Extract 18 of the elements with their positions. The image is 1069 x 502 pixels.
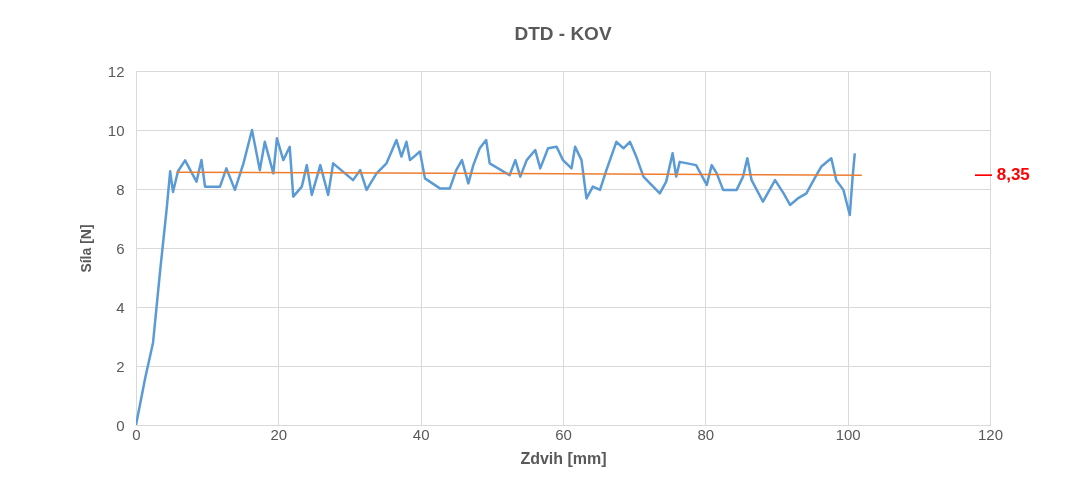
y-axis-title: Síla [N] [77,224,94,273]
y-tick-label: 6 [116,239,125,257]
annotation: — 8,35 [975,165,1030,184]
x-tick-label: 100 [835,425,861,443]
y-tick-label: 10 [107,121,125,139]
y-tick-label: 12 [107,62,125,80]
y-tick-label: 4 [116,298,125,316]
chart-title: DTD - KOV [514,23,612,44]
x-tick-label: 0 [132,425,141,443]
x-tick-label: 40 [412,425,430,443]
x-axis-title: Zdvih [mm] [520,449,607,467]
y-tick-label: 8 [116,180,125,198]
y-tick-label: 2 [116,357,125,375]
line-series [136,128,857,425]
x-tick-label: 80 [697,425,715,443]
x-tick-label: 60 [555,425,572,443]
x-tick-label: 120 [977,425,1004,443]
x-tick-label: 20 [270,425,288,443]
